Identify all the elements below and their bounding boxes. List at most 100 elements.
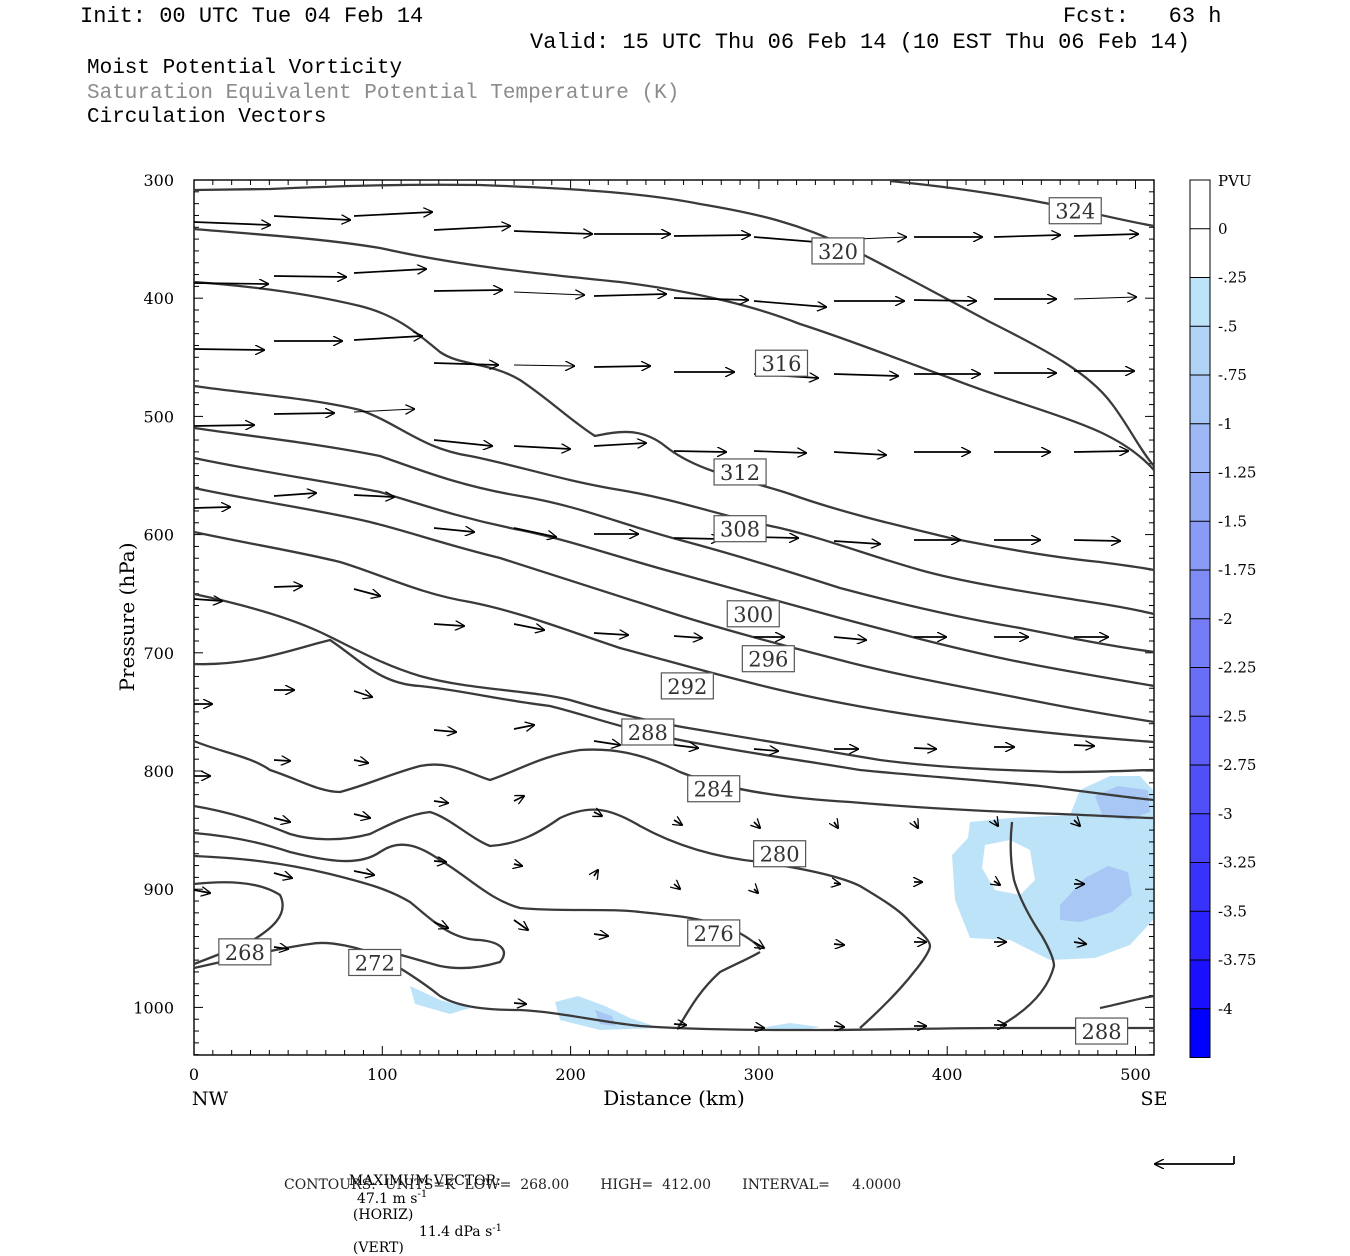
colorbar-label: -1.5 — [1218, 512, 1247, 530]
x-axis-title: Distance (km) — [603, 1086, 745, 1110]
colorbar-label: 0 — [1218, 220, 1228, 238]
cross-section-chart: 324 320 316 312 308 300 296 292 288 284 280 276 268 2… — [115, 171, 1256, 1200]
colorbar-label: -1.75 — [1218, 561, 1256, 579]
contour-label-box — [687, 775, 741, 803]
contour-label-text: 268 — [225, 941, 265, 965]
contour-label-text: 280 — [760, 843, 800, 867]
colorbar-label: -4 — [1218, 1000, 1233, 1018]
colorbar-swatch — [1190, 228, 1210, 278]
colorbar-swatch — [1190, 618, 1210, 668]
contour-label: 320 — [811, 237, 865, 265]
colorbar-label: -2.5 — [1218, 707, 1247, 725]
contour-label-text: 300 — [733, 603, 773, 627]
colorbar-swatch — [1190, 326, 1210, 375]
contour-label-box — [811, 237, 865, 265]
x-tick-label: 500 — [1120, 1065, 1151, 1084]
vert-tag: (VERT) — [352, 1240, 404, 1256]
contour-label: 296 — [741, 645, 795, 673]
contour-label-text: 324 — [1055, 200, 1095, 224]
y-tick-label: 600 — [143, 526, 174, 545]
y-tick-label: 800 — [143, 762, 174, 781]
y-tick-label: 900 — [143, 880, 174, 899]
contour-label-box — [713, 458, 767, 486]
y-tick-label: 700 — [143, 644, 174, 663]
y-tick-label: 500 — [143, 407, 174, 426]
y-tick-labels: 300 400 500 600 700 800 900 1000 — [133, 171, 174, 1017]
contour-label-box — [660, 672, 714, 700]
contour-label-box — [741, 645, 795, 673]
contour-label-box — [726, 600, 780, 628]
contour-label: 272 — [348, 948, 402, 977]
colorbar-swatch — [1190, 960, 1210, 1009]
colorbar-swatch — [1190, 1008, 1210, 1058]
colorbar-label: -2.75 — [1218, 756, 1256, 774]
x-tick-label: 400 — [932, 1065, 963, 1084]
colorbar-swatch — [1190, 521, 1210, 570]
colorbar-swatch — [1190, 570, 1210, 619]
contour-label-text: 292 — [667, 675, 707, 699]
contour-label-text: 320 — [818, 240, 858, 264]
x-tick-label: 300 — [744, 1065, 775, 1084]
contour-label: 288 — [1075, 1017, 1129, 1045]
init-time: Init: 00 UTC Tue 04 Feb 14 — [80, 4, 424, 29]
colorbar-label: -3.75 — [1218, 951, 1256, 969]
colorbar-swatch — [1190, 667, 1210, 717]
x-end-right-label: SE — [1141, 1088, 1168, 1110]
y-tick-label: 1000 — [133, 998, 174, 1017]
contour-labels: 324 320 316 312 308 300 296 292 288 284 280 276 268 2… — [218, 197, 1129, 1045]
colorbar-swatch — [1190, 862, 1210, 912]
contour-label-text: 288 — [628, 721, 668, 745]
contour-label-text: 288 — [1082, 1020, 1122, 1044]
contour-label: 324 — [1048, 197, 1102, 225]
contour-label-box — [753, 840, 807, 868]
contour-label-box — [687, 919, 741, 947]
theta-es-contours — [193, 179, 1155, 1032]
colorbar-swatch — [1190, 423, 1210, 473]
title-mpv: Moist Potential Vorticity — [87, 57, 403, 80]
colorbar-label: -3.25 — [1218, 854, 1256, 872]
colorbar-label: -1.25 — [1218, 464, 1256, 482]
contour-label: 316 — [754, 349, 809, 377]
pv-colorbar: 0 -.25 -.5 -.75 -1 -1.25 -1.5 -1.75 -2 -2.25 -2.5 -… — [1189, 179, 1256, 1058]
colorbar-swatch — [1190, 375, 1210, 424]
contour-label: 268 — [218, 938, 272, 966]
contour-label-text: 276 — [694, 922, 734, 946]
contour-label-box — [1048, 197, 1102, 225]
contour-label-text: 308 — [720, 518, 760, 542]
valid-time: Valid: 15 UTC Thu 06 Feb 14 (10 EST Thu … — [530, 30, 1191, 55]
contour-label: 284 — [687, 775, 741, 803]
y-tick-label: 400 — [143, 289, 174, 308]
contour-label: 276 — [687, 919, 741, 947]
contour-label: 280 — [753, 840, 807, 868]
vert-exp: -1 — [492, 1222, 503, 1234]
contours-info: CONTOURS: UNITS=K LOW= 268.00 HIGH= 412.… — [284, 1177, 902, 1193]
contour-label-text: 284 — [694, 778, 734, 802]
colorbar-swatch — [1190, 813, 1210, 863]
contour-label-text: 316 — [761, 352, 801, 376]
colorbar-label: -2 — [1218, 610, 1233, 628]
axis-ticks — [193, 179, 1154, 1056]
contour-label-text: 272 — [355, 951, 395, 975]
contour-label-text: 296 — [748, 648, 788, 672]
contour-label: 308 — [713, 515, 767, 543]
colorbar-swatch — [1190, 765, 1210, 814]
forecast-hour: Fcst: 63 h — [1063, 4, 1222, 29]
contour-label: 300 — [726, 600, 780, 628]
contour-label: 312 — [713, 458, 767, 486]
colorbar-swatch — [1190, 277, 1210, 327]
title-theta-es: Saturation Equivalent Potential Temperat… — [87, 82, 680, 105]
colorbar-label: -3 — [1218, 805, 1233, 823]
contour-label: 288 — [621, 718, 675, 746]
contour-label-text: 312 — [720, 461, 760, 485]
contour-label-box — [754, 349, 809, 377]
pv-shading — [410, 776, 1153, 1031]
contour-label: 292 — [660, 672, 714, 700]
contour-label-box — [218, 938, 272, 966]
x-tick-label: 100 — [367, 1065, 398, 1084]
horiz-value: 47.1 m s — [356, 1190, 418, 1207]
colorbar-swatch — [1190, 716, 1210, 765]
colorbar-label: -2.25 — [1218, 659, 1256, 677]
x-tick-labels: 0 100 200 300 400 500 — [189, 1065, 1151, 1084]
reference-vector — [1155, 1156, 1235, 1164]
colorbar-label: -3.5 — [1218, 902, 1247, 920]
